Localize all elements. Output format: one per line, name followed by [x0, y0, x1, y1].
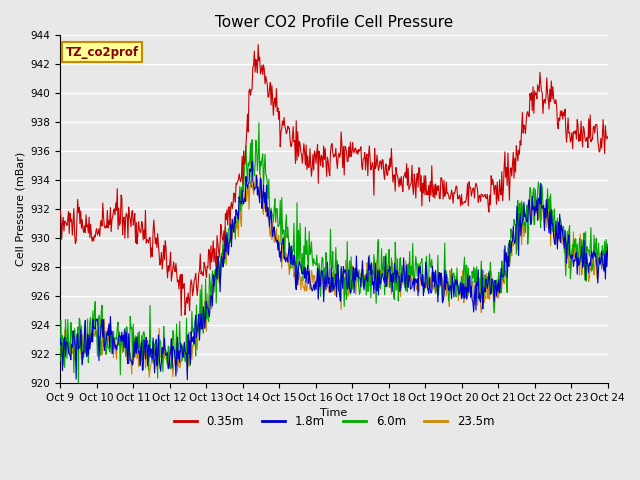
Legend: 0.35m, 1.8m, 6.0m, 23.5m: 0.35m, 1.8m, 6.0m, 23.5m [169, 410, 499, 432]
Y-axis label: Cell Pressure (mBar): Cell Pressure (mBar) [15, 152, 25, 266]
Title: Tower CO2 Profile Cell Pressure: Tower CO2 Profile Cell Pressure [215, 15, 453, 30]
Text: TZ_co2prof: TZ_co2prof [66, 46, 139, 59]
X-axis label: Time: Time [320, 408, 348, 418]
